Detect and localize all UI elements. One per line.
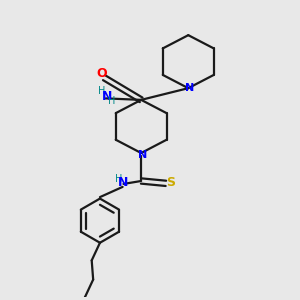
Text: O: O: [96, 67, 107, 80]
Text: N: N: [185, 82, 194, 93]
Text: H: H: [108, 96, 115, 106]
Text: N: N: [138, 150, 147, 161]
Text: N: N: [101, 89, 112, 103]
Text: N: N: [117, 176, 128, 189]
Text: S: S: [166, 176, 175, 189]
Text: H: H: [116, 174, 123, 184]
Text: H: H: [98, 86, 106, 96]
